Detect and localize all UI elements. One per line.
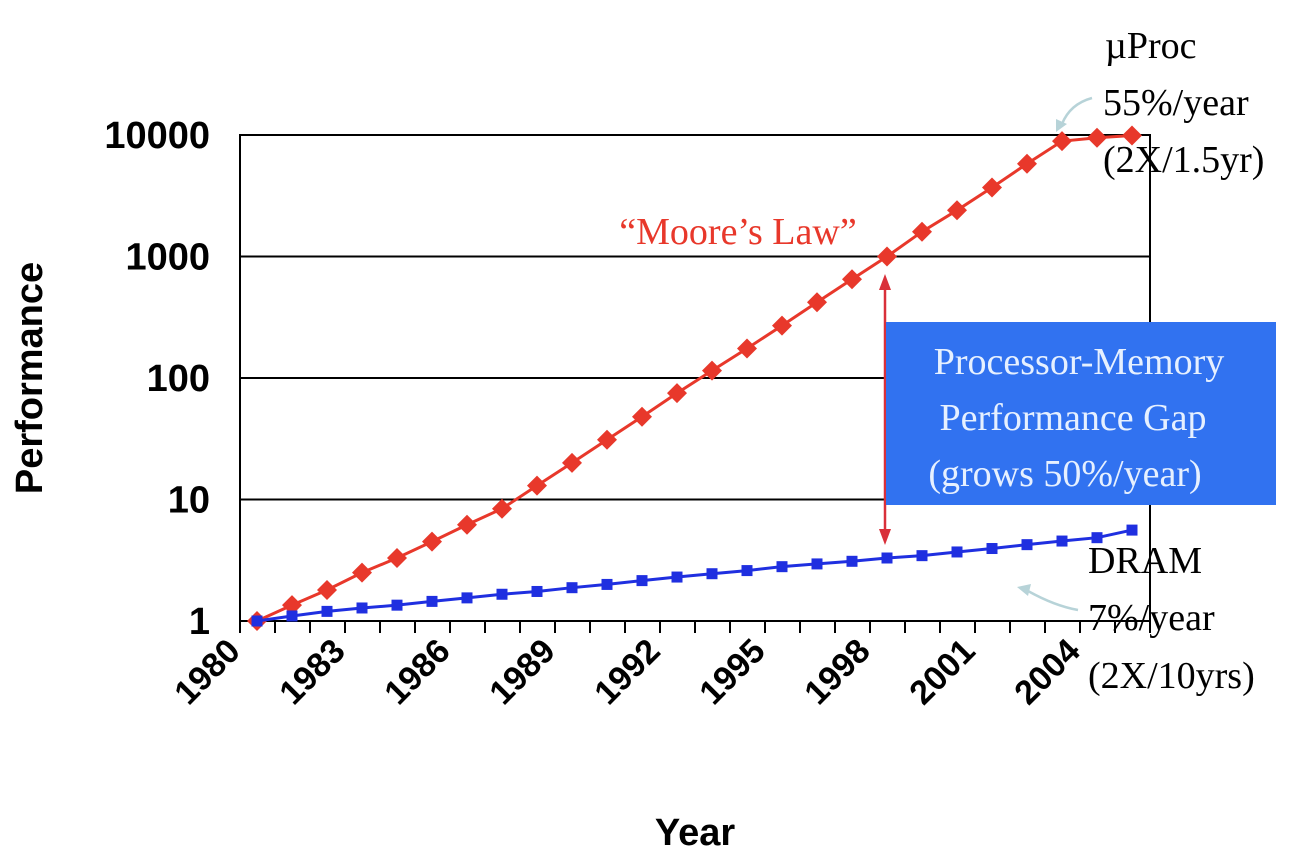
uproc-point [842, 269, 862, 290]
y-tick-label: 1 [189, 601, 210, 643]
uproc-point [982, 177, 1002, 198]
uproc-point [527, 475, 547, 496]
dram-point [741, 565, 753, 577]
dram-point [426, 595, 438, 607]
moores-law-label: “Moore’s Law” [619, 211, 856, 253]
dram-point [391, 599, 403, 611]
uproc-point [492, 498, 512, 519]
uproc-point [1122, 125, 1142, 146]
dram-point [1091, 532, 1103, 544]
dram-point [601, 578, 613, 590]
x-tick-labels: 1980 1983 1986 1989 1992 1995 1998 2001 2004 [167, 632, 1087, 712]
dram-point [496, 588, 508, 600]
dram-point [776, 561, 788, 573]
uproc-callout-arrow-head [1056, 119, 1067, 132]
dram-callout-arrow-head [1017, 584, 1031, 596]
gap-label-line-1: Processor-Memory [934, 341, 1225, 383]
x-axis-title: Year [655, 812, 736, 852]
dram-point [706, 568, 718, 580]
uproc-doubling: (2X/1.5yr) [1103, 139, 1264, 181]
gap-label-line-3: (grows 50%/year) [928, 453, 1201, 495]
dram-point [566, 582, 578, 594]
uproc-point [702, 360, 722, 381]
dram-point [671, 571, 683, 583]
dram-point [531, 585, 543, 597]
x-tick-label: 1989 [482, 632, 562, 712]
y-tick-label: 100 [147, 358, 210, 400]
series-group [247, 125, 1142, 631]
y-tick-labels: 1 10 100 1000 10000 [104, 115, 210, 643]
x-tick-label: 1980 [167, 632, 247, 712]
x-tick-label: 1995 [692, 632, 772, 712]
uproc-point [772, 315, 792, 336]
dram-label: DRAM [1088, 540, 1202, 582]
y-axis-title: Performance [9, 262, 51, 494]
uproc-point [1017, 153, 1037, 174]
dram-rate: 7%/year [1088, 597, 1215, 639]
y-tick-label: 10000 [104, 115, 210, 157]
x-tick-label: 1983 [272, 632, 352, 712]
x-tick-label: 1998 [797, 632, 877, 712]
dram-point [1056, 535, 1068, 547]
x-tick-label: 2001 [902, 632, 982, 712]
uproc-point [597, 429, 617, 450]
uproc-point [807, 292, 827, 313]
uproc-point [1052, 131, 1072, 152]
x-tick-marks [239, 621, 1151, 633]
uproc-rate: 55%/year [1103, 82, 1249, 124]
uproc-point [1087, 127, 1107, 148]
dram-point [1126, 524, 1138, 536]
x-tick-label: 1992 [587, 632, 667, 712]
uproc-point [457, 514, 477, 535]
dram-doubling: (2X/10yrs) [1088, 655, 1255, 697]
x-tick-label: 1986 [377, 632, 457, 712]
dram-point [636, 575, 648, 587]
uproc-point [737, 338, 757, 359]
gap-label-line-2: Performance Gap [940, 397, 1207, 439]
y-tick-label: 1000 [125, 237, 210, 279]
dram-point [321, 605, 333, 617]
uproc-callout-arrow [1060, 96, 1093, 125]
dram-point [286, 610, 298, 622]
uproc-point [877, 246, 897, 267]
uproc-point [317, 579, 337, 600]
x-tick-label: 2004 [1007, 632, 1087, 712]
uproc-point [632, 406, 652, 427]
y-tick-label: 10 [168, 480, 210, 522]
uproc-point [387, 548, 407, 569]
uproc-point [562, 452, 582, 473]
uproc-point [667, 383, 687, 404]
dram-point [1021, 539, 1033, 551]
uproc-point [422, 531, 442, 552]
dram-point [846, 555, 858, 567]
dram-point [811, 558, 823, 570]
series-line-dram [256, 528, 1133, 623]
uproc-point [912, 221, 932, 242]
gap-arrow [879, 274, 891, 545]
uproc-label: µProc [1105, 25, 1197, 67]
dram-point [951, 546, 963, 558]
dram-point [986, 543, 998, 555]
uproc-point [282, 595, 302, 616]
dram-callout-arrow [1027, 589, 1079, 612]
dram-point [881, 552, 893, 564]
uproc-point [352, 562, 372, 583]
uproc-point [947, 200, 967, 221]
gap-box [886, 322, 1276, 505]
dram-point [461, 592, 473, 604]
dram-point [251, 615, 263, 627]
dram-point [356, 602, 368, 614]
dram-point [916, 550, 928, 562]
